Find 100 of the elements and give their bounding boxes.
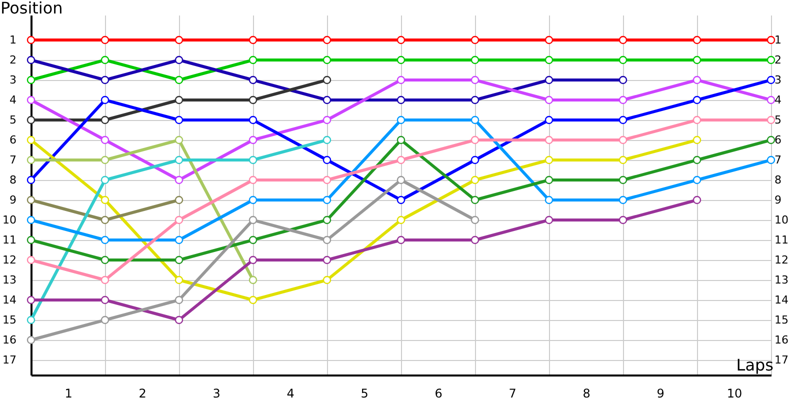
y-tick-label: 4 (10, 94, 16, 106)
point (322, 36, 332, 44)
y2-tick-label: 5 (774, 114, 782, 126)
point (396, 236, 406, 244)
point (396, 176, 406, 184)
y-tick-label: 16 (2, 334, 16, 346)
point (396, 96, 406, 104)
point (470, 96, 480, 104)
y2-tick-label: 15 (774, 314, 788, 326)
point (618, 136, 628, 144)
point (100, 156, 110, 164)
point (544, 216, 554, 224)
point (322, 136, 332, 144)
point (26, 176, 36, 184)
point (26, 56, 36, 64)
point (470, 176, 480, 184)
point (544, 56, 554, 64)
point (322, 236, 332, 244)
point (248, 236, 258, 244)
y-tick-label: 3 (10, 74, 16, 86)
point (322, 276, 332, 284)
y-tick-label: 2 (10, 54, 16, 66)
y-tick-label: 5 (10, 114, 16, 126)
point (26, 136, 36, 144)
point (100, 96, 110, 104)
point (396, 36, 406, 44)
point (100, 236, 110, 244)
point (692, 76, 702, 84)
point (248, 56, 258, 64)
y-tick-label: 6 (10, 134, 16, 146)
point (396, 76, 406, 84)
point (248, 196, 258, 204)
y2-tick-label: 11 (774, 234, 788, 246)
point (692, 196, 702, 204)
point (174, 36, 184, 44)
y2-tick-label: 13 (774, 274, 788, 286)
point (396, 196, 406, 204)
point (396, 136, 406, 144)
point (618, 196, 628, 204)
point (100, 136, 110, 144)
point (766, 136, 776, 144)
point (470, 116, 480, 124)
point (174, 56, 184, 64)
point (618, 36, 628, 44)
point (26, 316, 36, 324)
point (692, 116, 702, 124)
point (26, 336, 36, 344)
point (100, 76, 110, 84)
y2-tick-label: 12 (774, 254, 788, 266)
y2-tick-label: 6 (774, 134, 782, 146)
point (174, 196, 184, 204)
point (544, 76, 554, 84)
x-tick-label: 3 (212, 386, 220, 400)
y2-tick-label: 3 (774, 74, 782, 86)
point (692, 156, 702, 164)
point (396, 116, 406, 124)
point (26, 156, 36, 164)
point (174, 76, 184, 84)
x-tick-label: 4 (286, 386, 294, 400)
point (174, 276, 184, 284)
point (26, 256, 36, 264)
point (766, 76, 776, 84)
x-axis-title: Laps (736, 356, 774, 374)
point (174, 176, 184, 184)
y2-tick-label: 7 (774, 154, 782, 166)
point (470, 136, 480, 144)
point (322, 116, 332, 124)
x-tick-label: 10 (726, 386, 742, 400)
point (248, 216, 258, 224)
y2-tick-label: 8 (774, 174, 782, 186)
y-tick-label: 9 (10, 194, 16, 206)
point (100, 36, 110, 44)
point (692, 36, 702, 44)
y2-tick-label: 14 (774, 294, 788, 306)
point (26, 296, 36, 304)
point (544, 36, 554, 44)
point (100, 256, 110, 264)
point (174, 156, 184, 164)
point (544, 116, 554, 124)
point (174, 216, 184, 224)
point (322, 156, 332, 164)
point (100, 116, 110, 124)
point (26, 236, 36, 244)
point (470, 236, 480, 244)
point (100, 316, 110, 324)
x-tick-label: 6 (434, 386, 442, 400)
point (322, 76, 332, 84)
point (618, 76, 628, 84)
y2-tick-label: 9 (774, 194, 782, 206)
y2-tick-label: 4 (774, 94, 782, 106)
point (100, 196, 110, 204)
point (174, 116, 184, 124)
point (100, 216, 110, 224)
point (618, 176, 628, 184)
point (470, 156, 480, 164)
y2-tick-label: 2 (774, 54, 782, 66)
y-tick-label: 8 (10, 174, 16, 186)
x-tick-label: 7 (508, 386, 516, 400)
point (766, 36, 776, 44)
point (26, 116, 36, 124)
